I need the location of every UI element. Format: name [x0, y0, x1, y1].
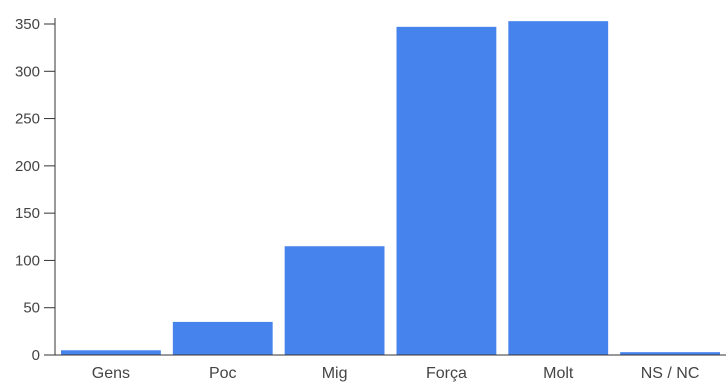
y-tick-label-300: 300: [15, 63, 40, 80]
bar-for-a: [396, 26, 497, 355]
x-category-label: Poc: [209, 365, 237, 382]
y-tick-label-100: 100: [15, 252, 40, 269]
y-tick-label-50: 50: [23, 300, 40, 317]
bar-mig: [284, 246, 385, 355]
y-tick-label-350: 350: [15, 16, 40, 33]
bar-molt: [508, 21, 609, 356]
bars: [61, 21, 720, 356]
y-tick-label-0: 0: [32, 347, 40, 364]
x-category-label: NS / NC: [641, 365, 700, 382]
y-tick-label-150: 150: [15, 205, 40, 222]
x-category-label: Mig: [322, 365, 348, 382]
x-category-label: Gens: [92, 365, 130, 382]
bar-poc: [172, 321, 273, 355]
x-category-label: Força: [426, 365, 467, 382]
y-tick-label-250: 250: [15, 111, 40, 128]
bar-gens: [61, 350, 161, 355]
bar-ns-nc: [620, 352, 720, 355]
x-category-label: Molt: [543, 365, 574, 382]
y-tick-label-200: 200: [15, 158, 40, 175]
x-axis: Gens Poc Mig Força Molt NS / NC: [44, 354, 726, 382]
y-axis: 0 50 100 150 200 250 300 350: [15, 16, 56, 364]
